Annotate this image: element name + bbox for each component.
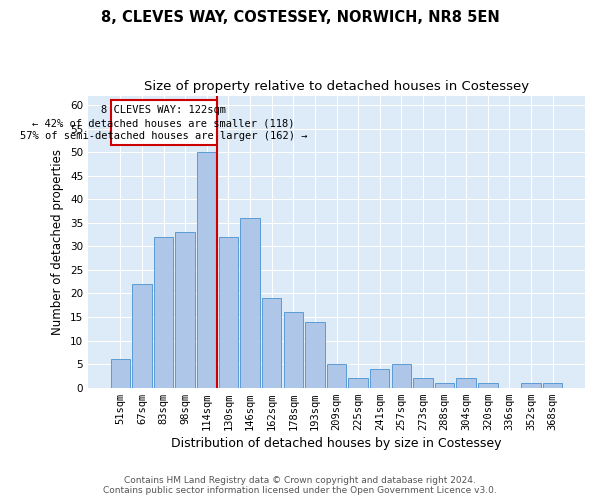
Y-axis label: Number of detached properties: Number of detached properties bbox=[52, 148, 64, 334]
Bar bbox=[262, 298, 281, 388]
X-axis label: Distribution of detached houses by size in Costessey: Distribution of detached houses by size … bbox=[171, 437, 502, 450]
Text: ← 42% of detached houses are smaller (118): ← 42% of detached houses are smaller (11… bbox=[32, 118, 295, 128]
Text: 8 CLEVES WAY: 122sqm: 8 CLEVES WAY: 122sqm bbox=[101, 105, 226, 115]
Bar bbox=[197, 152, 217, 388]
Bar bbox=[154, 237, 173, 388]
Bar bbox=[327, 364, 346, 388]
Bar bbox=[305, 322, 325, 388]
Bar bbox=[284, 312, 303, 388]
Bar bbox=[175, 232, 195, 388]
Bar bbox=[110, 100, 217, 145]
Bar bbox=[132, 284, 152, 388]
Bar bbox=[241, 218, 260, 388]
Bar bbox=[435, 383, 454, 388]
Bar bbox=[392, 364, 411, 388]
Bar bbox=[110, 360, 130, 388]
Bar bbox=[370, 369, 389, 388]
Text: Contains HM Land Registry data © Crown copyright and database right 2024.
Contai: Contains HM Land Registry data © Crown c… bbox=[103, 476, 497, 495]
Bar bbox=[219, 237, 238, 388]
Text: 57% of semi-detached houses are larger (162) →: 57% of semi-detached houses are larger (… bbox=[20, 132, 307, 141]
Bar bbox=[543, 383, 562, 388]
Title: Size of property relative to detached houses in Costessey: Size of property relative to detached ho… bbox=[144, 80, 529, 93]
Bar bbox=[349, 378, 368, 388]
Bar bbox=[413, 378, 433, 388]
Bar bbox=[457, 378, 476, 388]
Text: 8, CLEVES WAY, COSTESSEY, NORWICH, NR8 5EN: 8, CLEVES WAY, COSTESSEY, NORWICH, NR8 5… bbox=[101, 10, 499, 25]
Bar bbox=[521, 383, 541, 388]
Bar bbox=[478, 383, 497, 388]
